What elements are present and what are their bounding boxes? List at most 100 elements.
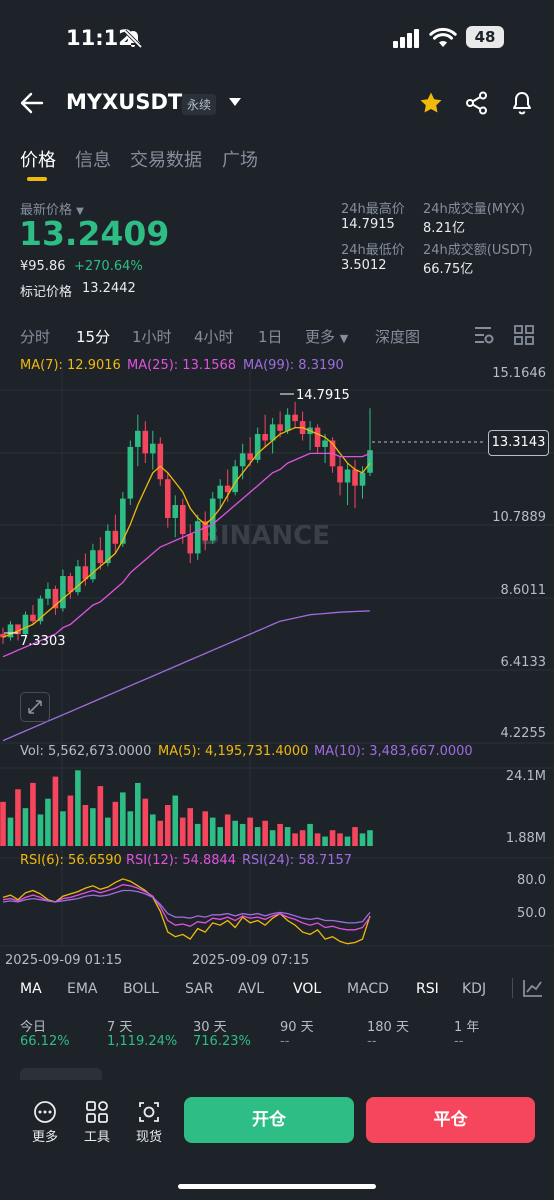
candle-body xyxy=(314,427,321,447)
timeframe-15m[interactable]: 15分 xyxy=(76,328,111,346)
indicator-kdj[interactable]: KDJ xyxy=(462,981,487,997)
ma25-legend: MA(25): 13.1568 xyxy=(127,358,237,373)
high-24h-label: 24h最高价 xyxy=(341,202,405,217)
more-icon[interactable] xyxy=(33,1100,57,1124)
timeframe-1d[interactable]: 1日 xyxy=(258,328,283,346)
expand-icon xyxy=(28,700,42,714)
indicator-macd[interactable]: MACD xyxy=(347,981,389,997)
favorite-star-icon[interactable] xyxy=(419,91,443,115)
indicator-ema[interactable]: EMA xyxy=(67,981,98,997)
volume-bar xyxy=(112,801,119,846)
volume-bar xyxy=(299,830,306,846)
candle-body xyxy=(142,430,149,454)
candle-body xyxy=(277,424,283,431)
current-price-tag[interactable]: 13.3143 xyxy=(488,430,549,456)
timeframe-1h[interactable]: 1小时 xyxy=(132,328,172,346)
volume-bar xyxy=(164,805,171,846)
chart-settings-icon[interactable] xyxy=(473,325,495,345)
volume-bar xyxy=(90,808,96,846)
rsi12-legend: RSI(12): 54.8844 xyxy=(126,853,237,868)
pair-title[interactable]: MYXUSDT xyxy=(66,90,183,114)
tools-icon[interactable] xyxy=(85,1100,109,1124)
latest-price-label[interactable]: 最新价格 ▼ xyxy=(20,203,84,218)
candle-body xyxy=(30,614,36,622)
volume-bar xyxy=(367,830,373,846)
rsi12-line xyxy=(2,884,371,931)
volume-bar xyxy=(67,795,74,846)
perf-90d-value: -- xyxy=(280,1034,290,1049)
more-label[interactable]: 更多 xyxy=(32,1130,59,1145)
depth-chart-tab[interactable]: 深度图 xyxy=(375,328,421,346)
price-change-percent: +270.64% xyxy=(74,259,143,274)
rsi6-legend: RSI(6): 56.6590 xyxy=(20,853,122,868)
volume-bar xyxy=(37,814,44,846)
open-position-button[interactable]: 开仓 xyxy=(184,1097,354,1143)
price-alert-bell-icon[interactable] xyxy=(510,90,534,116)
price-axis-1: 15.1646 xyxy=(492,366,546,381)
volume-bar xyxy=(127,811,134,846)
volume-bar xyxy=(269,830,276,846)
indicator-boll[interactable]: BOLL xyxy=(123,981,159,997)
rsi6-line xyxy=(2,878,371,945)
indicator-avl[interactable]: AVL xyxy=(238,981,265,997)
volume-bar xyxy=(75,770,81,846)
indicator-vol[interactable]: VOL xyxy=(293,981,322,997)
tab-square[interactable]: 广场 xyxy=(222,150,258,171)
candle-body xyxy=(352,469,358,486)
candle-body xyxy=(224,485,231,493)
candle-body xyxy=(254,434,261,460)
rsi24-line xyxy=(2,889,371,924)
volume-24h: 8.21亿 xyxy=(423,221,465,236)
low-marker: 7.3303 xyxy=(20,634,66,649)
candlestick-chart[interactable]: BINANCE 14.7915 7.3303 xyxy=(0,350,554,970)
low-24h-label: 24h最低价 xyxy=(341,243,405,258)
volume-bar xyxy=(352,827,358,846)
perf-30d-value: 716.23% xyxy=(193,1034,251,1049)
ma7-line xyxy=(2,426,371,638)
spot-label[interactable]: 现货 xyxy=(136,1130,163,1145)
indicator-rsi[interactable]: RSI xyxy=(416,981,439,997)
price-axis-5: 4.2255 xyxy=(500,726,547,741)
volume-bar xyxy=(15,789,21,846)
volume-bar xyxy=(307,823,313,846)
candle-body xyxy=(179,505,186,535)
candle-body xyxy=(149,443,156,454)
candle-body xyxy=(15,624,21,635)
fullscreen-button[interactable] xyxy=(20,692,50,722)
candle-body xyxy=(7,624,14,638)
divider xyxy=(512,978,513,998)
candle-body xyxy=(22,614,29,635)
share-icon[interactable] xyxy=(465,91,489,115)
volume-bar xyxy=(202,811,209,846)
perf-1y-value: -- xyxy=(454,1034,464,1049)
candle-body xyxy=(322,440,328,447)
layout-grid-icon[interactable] xyxy=(514,325,534,345)
indicator-ma[interactable]: MA xyxy=(20,981,42,997)
drawing-tool-icon[interactable] xyxy=(522,978,544,998)
volume-bar xyxy=(52,776,59,846)
indicator-sar[interactable]: SAR xyxy=(185,981,214,997)
back-arrow-icon[interactable] xyxy=(20,92,44,114)
perf-30d-label: 30 天 xyxy=(193,1020,227,1035)
close-position-button[interactable]: 平仓 xyxy=(366,1097,535,1143)
timeframe-line[interactable]: 分时 xyxy=(20,328,51,346)
contract-type-badge: 永续 xyxy=(182,94,217,115)
tab-price[interactable]: 价格 xyxy=(20,150,56,171)
price-axis-3: 8.6011 xyxy=(500,583,547,598)
high-24h: 14.7915 xyxy=(341,217,395,232)
pair-dropdown-icon[interactable] xyxy=(228,97,242,107)
spot-icon[interactable] xyxy=(137,1100,161,1124)
volume-bar xyxy=(30,782,36,846)
price-cny: ¥95.86 xyxy=(20,259,66,274)
tools-label[interactable]: 工具 xyxy=(84,1130,111,1145)
tab-trading-data[interactable]: 交易数据 xyxy=(130,150,202,171)
candle-body xyxy=(262,434,268,441)
timeframe-4h[interactable]: 4小时 xyxy=(194,328,234,346)
volume-bar xyxy=(7,817,14,846)
candle-body xyxy=(194,521,201,554)
tab-info[interactable]: 信息 xyxy=(75,150,111,171)
timeframe-more[interactable]: 更多 ▼ xyxy=(305,328,349,346)
volume-bar xyxy=(314,833,321,846)
volume-bar xyxy=(329,830,336,846)
volume-bar xyxy=(254,827,261,846)
